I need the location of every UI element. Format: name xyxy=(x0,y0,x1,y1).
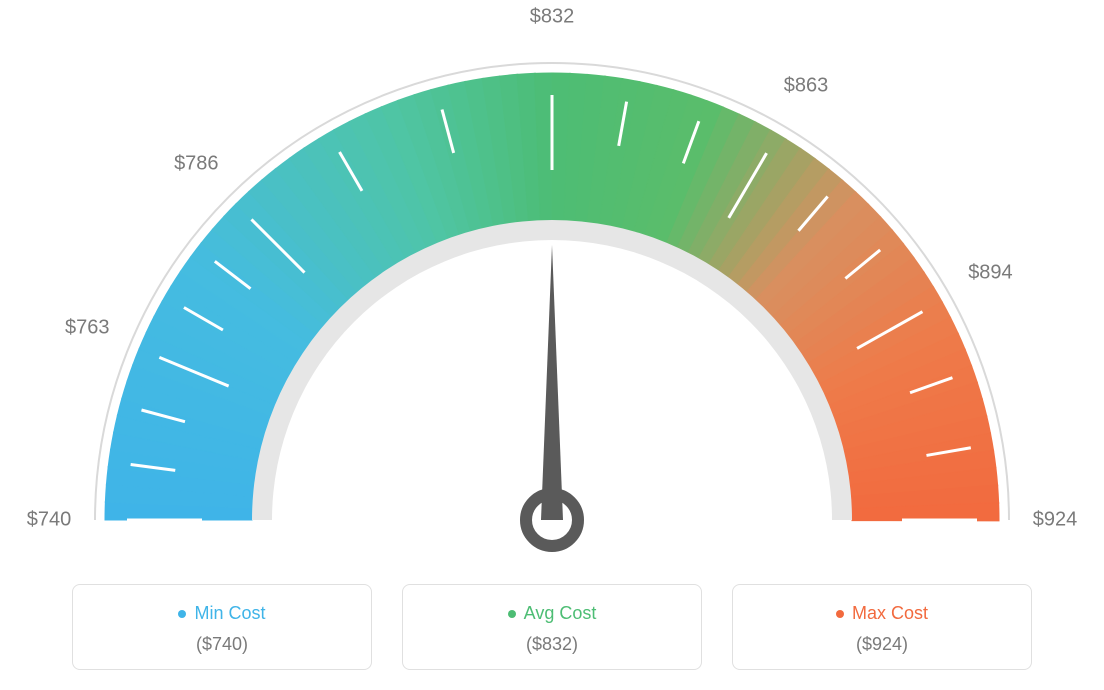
legend-title-avg: Avg Cost xyxy=(524,603,597,624)
legend-title-row-avg: Avg Cost xyxy=(413,603,691,624)
legend-title-max: Max Cost xyxy=(852,603,928,624)
legend-card-avg: Avg Cost ($832) xyxy=(402,584,702,670)
gauge-tick-label: $763 xyxy=(65,316,110,339)
legend-card-max: Max Cost ($924) xyxy=(732,584,1032,670)
gauge-tick-label: $924 xyxy=(1033,509,1078,532)
gauge-tick-label: $786 xyxy=(174,153,219,176)
legend-dot-max xyxy=(836,610,844,618)
gauge-tick-label: $740 xyxy=(27,509,72,532)
legend-value-avg: ($832) xyxy=(413,634,691,655)
legend-title-row-min: Min Cost xyxy=(83,603,361,624)
gauge-svg xyxy=(0,0,1104,560)
legend-value-max: ($924) xyxy=(743,634,1021,655)
legend-card-min: Min Cost ($740) xyxy=(72,584,372,670)
legend-dot-avg xyxy=(508,610,516,618)
legend-title-min: Min Cost xyxy=(194,603,265,624)
gauge-chart: $740 $763 $786 $832 $863 $894 $924 xyxy=(0,0,1104,560)
legend-dot-min xyxy=(178,610,186,618)
gauge-tick-label: $863 xyxy=(784,74,829,97)
gauge-tick-label: $832 xyxy=(530,6,575,29)
gauge-tick-label: $894 xyxy=(968,262,1013,285)
legend-title-row-max: Max Cost xyxy=(743,603,1021,624)
legend-row: Min Cost ($740) Avg Cost ($832) Max Cost… xyxy=(0,584,1104,670)
legend-value-min: ($740) xyxy=(83,634,361,655)
